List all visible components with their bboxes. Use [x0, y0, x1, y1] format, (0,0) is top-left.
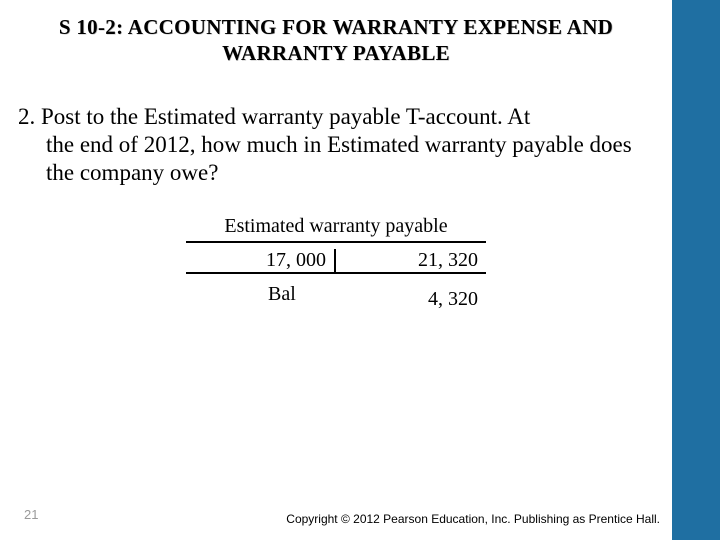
page-number: 21 [24, 507, 38, 522]
slide-title: S 10-2: ACCOUNTING FOR WARRANTY EXPENSE … [0, 0, 672, 73]
title-line-2: WARRANTY PAYABLE [222, 41, 450, 65]
t-account-balance-value: 4, 320 [336, 288, 486, 311]
t-account-row-1: 17, 000 21, 320 [186, 243, 486, 281]
question-rest: the end of 2012, how much in Estimated w… [18, 131, 642, 187]
question-text: 2. Post to the Estimated warranty payabl… [0, 73, 672, 197]
t-account-body: 17, 000 21, 320 4, 320 Bal [186, 243, 486, 319]
balance-label: Bal [268, 283, 296, 306]
t-account: Estimated warranty payable 17, 000 21, 3… [0, 215, 672, 319]
title-line-1: S 10-2: ACCOUNTING FOR WARRANTY EXPENSE … [59, 15, 613, 39]
t-account-debit: 17, 000 [186, 249, 336, 274]
t-account-row-balance: 4, 320 [186, 281, 486, 319]
t-account-credit: 21, 320 [336, 249, 486, 274]
accent-sidebar [672, 0, 720, 540]
question-line-1: 2. Post to the Estimated warranty payabl… [18, 104, 530, 129]
t-account-title: Estimated warranty payable [186, 215, 486, 243]
copyright-text: Copyright © 2012 Pearson Education, Inc.… [286, 512, 660, 526]
